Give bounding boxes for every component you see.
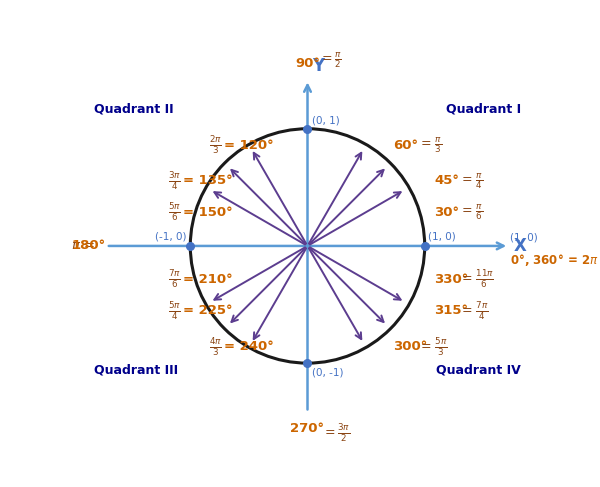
- Text: Y: Y: [312, 57, 325, 75]
- Text: = 240°: = 240°: [224, 340, 274, 353]
- Text: = 210°: = 210°: [183, 273, 233, 286]
- Text: $\frac{3π}{4}$: $\frac{3π}{4}$: [168, 170, 181, 192]
- Text: = 150°: = 150°: [183, 206, 233, 219]
- Text: 0°, 360° = 2$\pi$: 0°, 360° = 2$\pi$: [510, 252, 599, 268]
- Text: = $\frac{7π}{4}$: = $\frac{7π}{4}$: [461, 300, 488, 322]
- Text: 45°: 45°: [434, 174, 459, 187]
- Text: $\frac{7π}{6}$: $\frac{7π}{6}$: [168, 268, 181, 290]
- Text: 30°: 30°: [434, 206, 459, 219]
- Text: = 225°: = 225°: [183, 304, 233, 318]
- Text: 60°: 60°: [393, 139, 418, 151]
- Text: Quadrant II: Quadrant II: [94, 103, 174, 116]
- Text: $\frac{2π}{3}$: $\frac{2π}{3}$: [209, 134, 222, 156]
- Text: = $\frac{π}{6}$: = $\frac{π}{6}$: [461, 203, 483, 222]
- Text: = $\frac{π}{4}$: = $\frac{π}{4}$: [461, 171, 483, 190]
- Text: 270°: 270°: [290, 422, 325, 435]
- Text: $= \frac{\pi}{2}$: $= \frac{\pi}{2}$: [319, 51, 342, 70]
- Text: Quadrant I: Quadrant I: [446, 103, 521, 116]
- Text: 300°: 300°: [393, 340, 427, 353]
- Text: (0, -1): (0, -1): [312, 368, 344, 378]
- Text: = 120°: = 120°: [224, 139, 274, 151]
- Text: $= \frac{3\pi}{2}$: $= \frac{3\pi}{2}$: [322, 422, 350, 444]
- Text: X: X: [514, 237, 527, 255]
- Text: $\frac{5π}{4}$: $\frac{5π}{4}$: [168, 300, 181, 322]
- Text: $\frac{4π}{3}$: $\frac{4π}{3}$: [209, 336, 222, 357]
- Text: 90°: 90°: [295, 57, 320, 70]
- Text: 330°: 330°: [434, 273, 469, 286]
- Text: (1, 0): (1, 0): [428, 231, 456, 241]
- Text: (-1, 0): (-1, 0): [155, 231, 187, 241]
- Text: Quadrant III: Quadrant III: [94, 363, 178, 376]
- Text: (0, 1): (0, 1): [312, 115, 340, 125]
- Text: = 135°: = 135°: [183, 174, 233, 187]
- Text: = $\frac{11π}{6}$: = $\frac{11π}{6}$: [461, 268, 494, 290]
- Text: = $\frac{π}{3}$: = $\frac{π}{3}$: [420, 135, 442, 155]
- Text: Quadrant IV: Quadrant IV: [436, 363, 521, 376]
- Text: = $\frac{5π}{3}$: = $\frac{5π}{3}$: [420, 336, 448, 357]
- Text: $\pi$ =: $\pi$ =: [71, 240, 97, 252]
- Text: 315°: 315°: [434, 304, 468, 318]
- Text: 180°: 180°: [72, 240, 106, 252]
- Text: $\frac{5π}{6}$: $\frac{5π}{6}$: [168, 202, 181, 224]
- Text: (1, 0): (1, 0): [510, 233, 538, 243]
